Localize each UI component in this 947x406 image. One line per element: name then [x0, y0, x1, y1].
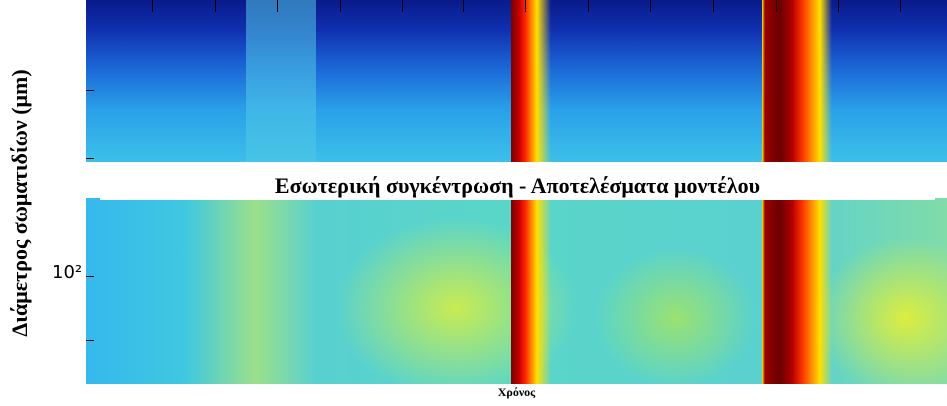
x-tick: [402, 0, 403, 12]
y-tick: [86, 90, 94, 91]
x-tick: [713, 0, 714, 12]
figure: Εσωτερική συγκέντρωση - Αποτελέσματα μον…: [0, 0, 947, 406]
x-tick: [463, 0, 464, 12]
chart-title: Εσωτερική συγκέντρωση - Αποτελέσματα μον…: [100, 172, 935, 200]
peak-band: [762, 198, 832, 384]
heatmap-model: [86, 198, 947, 384]
y-tick-label: 10²: [52, 262, 82, 283]
x-tick: [776, 0, 777, 12]
x-tick: [838, 0, 839, 12]
x-tick: [900, 0, 901, 12]
y-tick: [86, 158, 94, 159]
x-tick: [588, 0, 589, 12]
peak-band: [762, 0, 832, 162]
x-tick: [650, 0, 651, 12]
x-tick: [525, 0, 526, 12]
heatmap-measured: [86, 0, 947, 162]
peak-band: [511, 0, 551, 162]
y-tick: [86, 276, 94, 277]
x-axis-label: Χρόνος: [86, 384, 947, 400]
x-tick: [152, 0, 153, 12]
y-tick: [86, 340, 94, 341]
x-tick: [277, 0, 278, 12]
x-tick: [215, 0, 216, 12]
y-axis-label: Διάμετρος σωματιδίων (μm): [7, 3, 33, 403]
x-tick: [340, 0, 341, 12]
peak-band: [511, 198, 551, 384]
